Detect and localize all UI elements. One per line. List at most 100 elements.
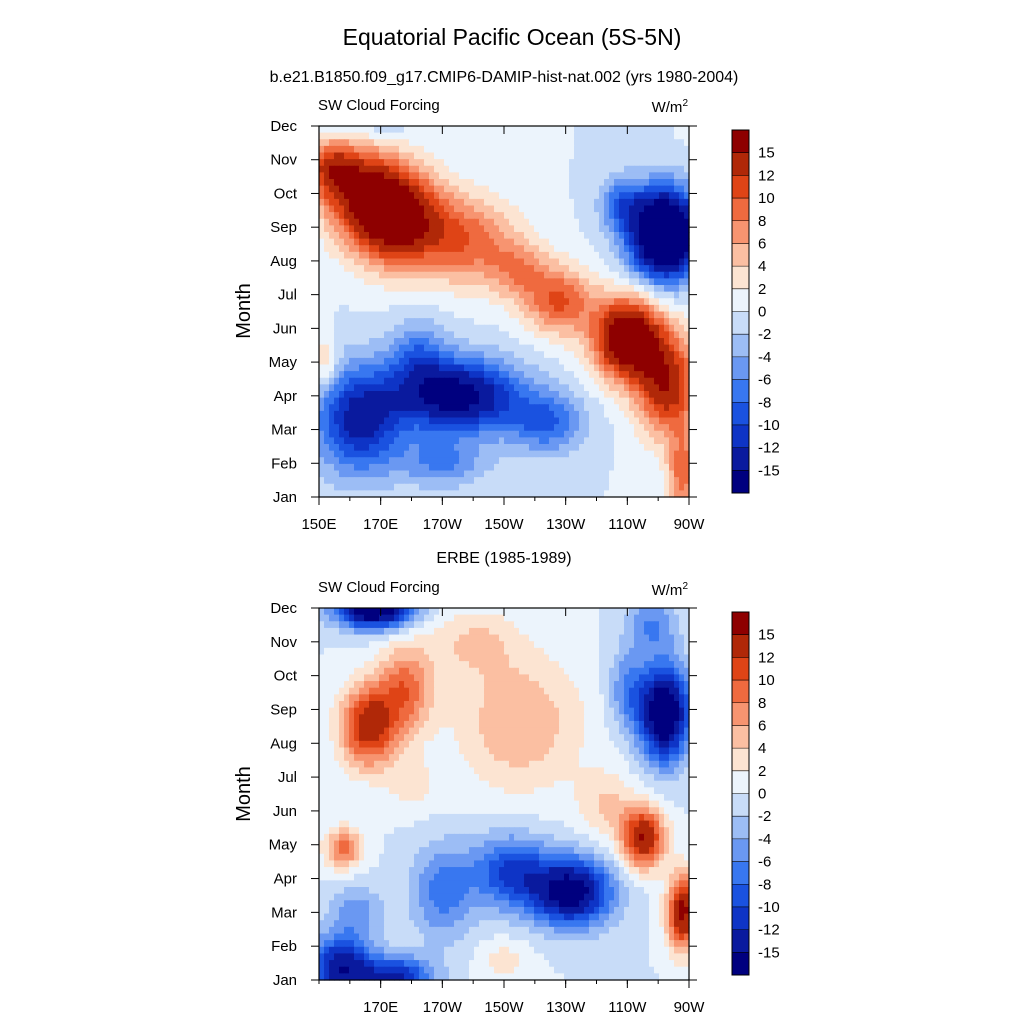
heatmap-cell	[459, 621, 465, 629]
heatmap-cell	[569, 371, 575, 379]
heatmap-cell	[654, 238, 660, 246]
heatmap-cell	[449, 404, 455, 412]
heatmap-cell	[679, 351, 685, 359]
heatmap-cell	[639, 205, 645, 213]
heatmap-cell	[534, 647, 540, 656]
heatmap-cell	[634, 265, 640, 273]
heatmap-cell	[569, 198, 575, 207]
heatmap-cell	[654, 608, 660, 616]
heatmap-cell	[454, 152, 460, 160]
heatmap-cell	[624, 185, 630, 193]
heatmap-cell	[369, 627, 375, 636]
heatmap-cell	[529, 621, 535, 629]
heatmap-cell	[674, 185, 680, 193]
heatmap-cell	[344, 647, 350, 656]
heatmap-cell	[519, 351, 525, 359]
heatmap-cell	[549, 265, 555, 273]
heatmap-cell	[609, 265, 615, 273]
heatmap-cell	[494, 384, 500, 392]
heatmap-cell	[354, 232, 360, 240]
heatmap-cell	[594, 377, 600, 385]
heatmap-cell	[504, 298, 510, 306]
heatmap-cell	[474, 654, 480, 662]
heatmap-cell	[554, 404, 560, 412]
heatmap-cell	[324, 483, 330, 491]
heatmap-cell	[634, 444, 640, 452]
heatmap-cell	[334, 152, 340, 160]
heatmap-cell	[459, 364, 465, 372]
heatmap-cell	[649, 232, 655, 240]
heatmap-cell	[569, 404, 575, 412]
heatmap-cell	[579, 251, 585, 260]
heatmap-cell	[624, 364, 630, 372]
heatmap-cell	[654, 404, 660, 412]
heatmap-cell	[509, 198, 515, 207]
heatmap-cell	[359, 139, 365, 147]
heatmap-cell	[479, 444, 485, 452]
heatmap-cell	[404, 238, 410, 246]
heatmap-cell	[589, 490, 595, 498]
heatmap-cell	[529, 258, 535, 266]
heatmap-cell	[409, 344, 415, 352]
heatmap-cell	[409, 634, 415, 642]
heatmap-cell	[589, 457, 595, 465]
heatmap-cell	[649, 172, 655, 180]
heatmap-cell	[484, 344, 490, 352]
heatmap-cell	[564, 165, 570, 173]
heatmap-cell	[489, 271, 495, 279]
heatmap-cell	[379, 291, 385, 299]
heatmap-cell	[579, 172, 585, 180]
heatmap-cell	[624, 463, 630, 472]
heatmap-cell	[539, 351, 545, 359]
heatmap-cell	[609, 377, 615, 385]
heatmap-cell	[584, 634, 590, 642]
heatmap-cell	[464, 357, 470, 366]
heatmap-cell	[409, 424, 415, 432]
heatmap-cell	[459, 397, 465, 405]
heatmap-cell	[579, 285, 585, 293]
heatmap-cell	[564, 172, 570, 180]
heatmap-cell	[554, 159, 560, 167]
heatmap-cell	[429, 371, 435, 379]
panel-title: ERBE (1985-1989)	[436, 550, 571, 567]
heatmap-cell	[504, 172, 510, 180]
heatmap-cell	[564, 608, 570, 616]
heatmap-cell	[329, 139, 335, 147]
heatmap-cell	[564, 285, 570, 293]
heatmap-cell	[404, 205, 410, 213]
heatmap-cell	[514, 152, 520, 160]
heatmap-cell	[464, 634, 470, 642]
heatmap-cell	[619, 430, 625, 438]
heatmap-cell	[474, 139, 480, 147]
heatmap-cell	[514, 238, 520, 246]
heatmap-cell	[399, 391, 405, 399]
heatmap-cell	[529, 410, 535, 419]
heatmap-cell	[354, 271, 360, 279]
heatmap-cell	[439, 185, 445, 193]
heatmap-cell	[544, 159, 550, 167]
heatmap-cell	[649, 324, 655, 332]
heatmap-cell	[419, 417, 425, 425]
heatmap-cell	[394, 384, 400, 392]
heatmap-cell	[574, 218, 580, 226]
heatmap-cell	[589, 483, 595, 491]
heatmap-cell	[624, 271, 630, 279]
heatmap-cell	[464, 238, 470, 246]
heatmap-cell	[629, 311, 635, 319]
heatmap-cell	[329, 483, 335, 491]
heatmap-cell	[354, 483, 360, 491]
heatmap-cell	[419, 397, 425, 405]
heatmap-cell	[369, 641, 375, 649]
heatmap-cell	[534, 298, 540, 306]
heatmap-cell	[424, 205, 430, 213]
heatmap-cell	[529, 198, 535, 207]
heatmap-cell	[469, 641, 475, 649]
heatmap-cell	[354, 344, 360, 352]
heatmap-cell	[664, 185, 670, 193]
heatmap-cell	[429, 245, 435, 253]
heatmap-cell	[359, 477, 365, 485]
heatmap-cell	[369, 463, 375, 472]
heatmap-cell	[414, 477, 420, 485]
heatmap-cell	[684, 397, 690, 405]
heatmap-cell	[364, 198, 370, 207]
